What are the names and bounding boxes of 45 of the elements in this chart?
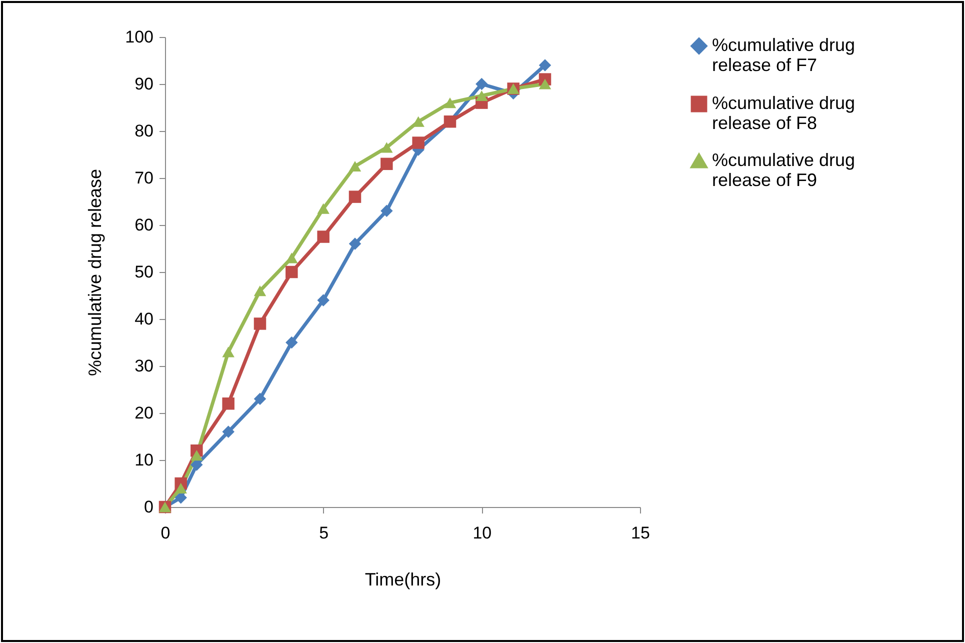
legend-label: %cumulative drug release of F8	[712, 93, 856, 133]
point	[380, 204, 393, 218]
legend-label: %cumulative drug release of F9	[712, 150, 856, 190]
y-tick-label: 80	[134, 122, 154, 140]
point	[222, 397, 234, 410]
point	[380, 142, 393, 153]
point	[444, 97, 456, 108]
point	[254, 318, 266, 330]
point	[254, 392, 266, 406]
x-axis-title: Time(hrs)	[364, 570, 442, 590]
point	[222, 346, 234, 358]
point	[380, 158, 393, 170]
point	[254, 285, 266, 296]
point	[286, 266, 298, 278]
point	[222, 426, 234, 438]
point	[348, 238, 362, 250]
y-tick-label: 30	[134, 356, 154, 376]
y-tick-label: 70	[134, 168, 154, 188]
point	[538, 59, 552, 72]
x-tick-label: 0	[160, 524, 170, 542]
point	[286, 336, 298, 349]
y-tick-label: 10	[134, 450, 154, 470]
point	[538, 78, 552, 90]
x-tick-label: 15	[631, 524, 650, 542]
y-tick-label: 20	[134, 404, 154, 422]
y-tick-label: 50	[134, 262, 154, 282]
y-tick-label: 90	[134, 74, 154, 94]
legend-label: %cumulative drug release of F7	[712, 35, 856, 75]
point	[317, 294, 330, 306]
x-tick-label: 10	[472, 524, 492, 542]
point	[190, 450, 203, 461]
point	[348, 190, 362, 203]
point	[348, 160, 362, 172]
y-tick-label: 100	[125, 28, 154, 46]
y-tick-label: 0	[144, 498, 154, 516]
point	[174, 482, 187, 494]
point	[317, 230, 330, 243]
y-axis-title: %cumulative drug release	[85, 168, 106, 376]
point	[476, 90, 488, 102]
y-tick-label: 60	[134, 216, 154, 234]
x-tick-label: 5	[319, 524, 329, 542]
point	[476, 78, 488, 90]
y-tick-label: 40	[134, 310, 154, 328]
point	[412, 136, 424, 149]
point	[317, 203, 330, 214]
